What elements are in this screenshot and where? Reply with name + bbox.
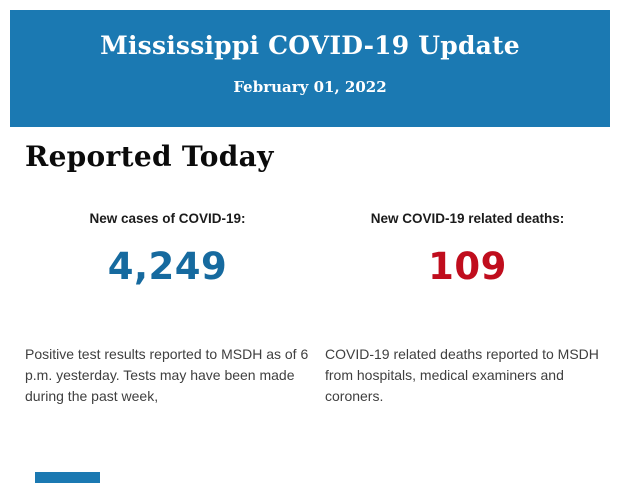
newsletter-title: Mississippi COVID-19 Update xyxy=(100,31,520,60)
issue-date: February 01, 2022 xyxy=(233,78,387,96)
header-banner: Mississippi COVID-19 Update February 01,… xyxy=(10,10,610,127)
partial-next-section-bar xyxy=(35,472,100,483)
new-deaths-description: COVID-19 related deaths reported to MSDH… xyxy=(325,346,599,404)
new-deaths-value: 109 xyxy=(428,245,507,288)
stat-card-new-deaths: New COVID-19 related deaths: 109 COVID-1… xyxy=(325,211,610,407)
stat-card-new-cases: New cases of COVID-19: 4,249 Positive te… xyxy=(25,211,310,407)
new-cases-label: New cases of COVID-19: xyxy=(89,211,246,226)
new-deaths-label: New COVID-19 related deaths: xyxy=(370,211,565,226)
new-cases-value: 4,249 xyxy=(107,245,228,288)
stats-grid: New cases of COVID-19: 4,249 Positive te… xyxy=(25,211,610,407)
new-cases-description: Positive test results reported to MSDH a… xyxy=(25,346,309,404)
section-heading: Reported Today xyxy=(25,140,274,173)
